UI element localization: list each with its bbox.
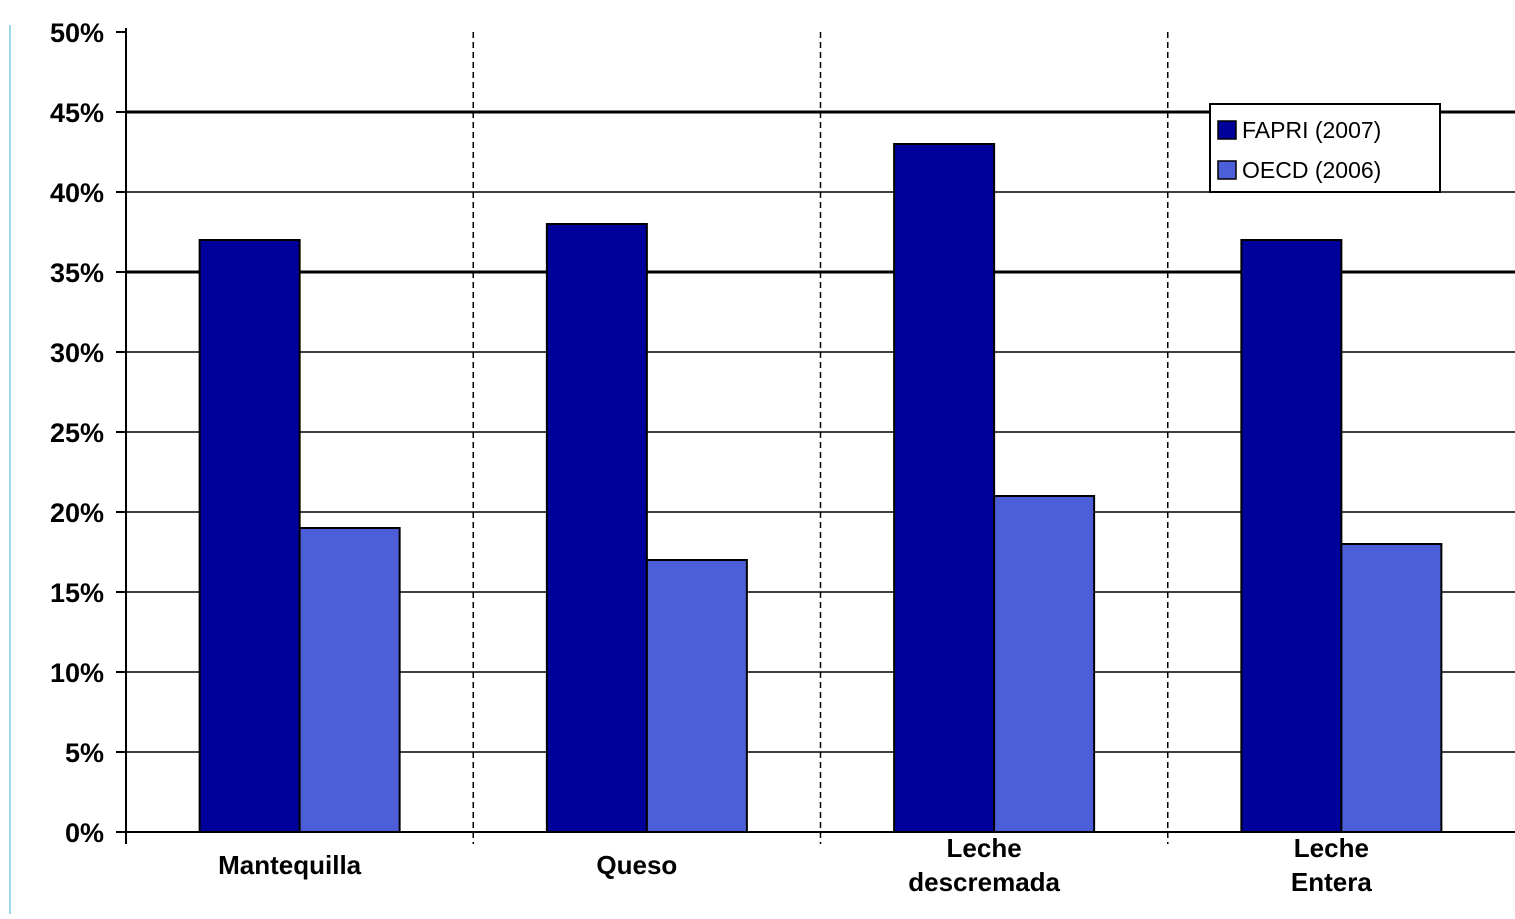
legend-label: OECD (2006) <box>1242 157 1381 183</box>
legend: FAPRI (2007) OECD (2006) <box>1209 103 1441 193</box>
x-category-label-line: Leche <box>947 833 1022 863</box>
y-tick-label: 50% <box>50 18 104 48</box>
x-category-label-line: Queso <box>596 850 677 880</box>
y-tick-label: 40% <box>50 178 104 208</box>
x-category-labels: Mantequilla Queso Leche descremada Leche Ente… <box>218 833 1372 897</box>
bar <box>893 143 996 833</box>
y-tick-label: 0% <box>65 818 104 848</box>
bar <box>1340 543 1443 833</box>
category-separators <box>472 32 1169 844</box>
y-tick-label: 25% <box>50 418 104 448</box>
legend-swatch <box>1217 160 1237 180</box>
y-tick-label: 30% <box>50 338 104 368</box>
bar <box>993 495 1096 833</box>
axes <box>116 28 1515 844</box>
y-tick-label: 15% <box>50 578 104 608</box>
x-category-label-line: descremada <box>908 867 1060 897</box>
y-tick-label: 45% <box>50 98 104 128</box>
bar <box>645 559 748 833</box>
y-tick-label: 5% <box>65 738 104 768</box>
x-category-label-line: Entera <box>1291 867 1372 897</box>
bar <box>298 527 401 833</box>
y-tick-labels: 0% 5% 10% 15% 20% 25% 30% 35% 40% 45% 50% <box>50 18 104 848</box>
y-tick-label: 35% <box>50 258 104 288</box>
x-category-label: Leche Entera <box>1291 833 1372 897</box>
x-category-label-line: Leche <box>1294 833 1369 863</box>
bars <box>198 143 1443 833</box>
bar <box>198 239 301 833</box>
y-tick-label: 20% <box>50 498 104 528</box>
x-category-label: Leche descremada <box>908 833 1060 897</box>
legend-box <box>1209 103 1441 193</box>
x-category-label-line: Mantequilla <box>218 850 362 880</box>
bar <box>545 223 648 833</box>
legend-swatch <box>1217 120 1237 140</box>
x-category-label: Queso <box>596 850 677 880</box>
legend-label: FAPRI (2007) <box>1242 117 1381 143</box>
y-tick-label: 10% <box>50 658 104 688</box>
bar <box>1240 239 1343 833</box>
x-category-label: Mantequilla <box>218 850 362 880</box>
